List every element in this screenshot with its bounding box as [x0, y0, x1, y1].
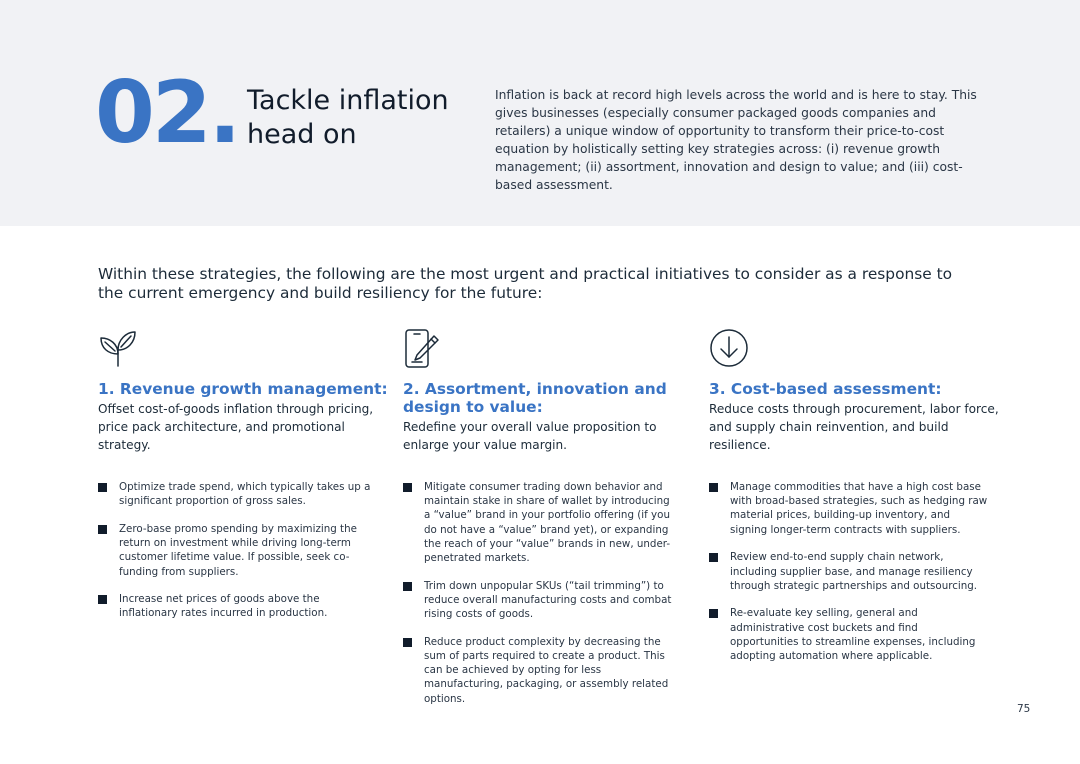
list-item: Review end-to-end supply chain network, … — [709, 550, 989, 593]
bullet-square-icon — [403, 581, 412, 591]
section-number: 02. — [95, 63, 241, 163]
page-number: 75 — [1017, 703, 1031, 715]
section-description: Inflation is back at record high levels … — [495, 88, 977, 192]
list-item: Reduce product complexity by decreasing … — [403, 635, 675, 706]
bullet-square-icon — [98, 524, 107, 534]
plant-sprout-icon — [100, 331, 136, 367]
bullet-square-icon — [403, 483, 412, 492]
column-title: 3. Cost-based assessment: — [709, 380, 942, 398]
list-item: Trim down unpopular SKUs (“tail trimming… — [403, 579, 675, 622]
bullet-square-icon — [98, 595, 107, 605]
list-item: Re-evaluate key selling, general and adm… — [709, 606, 989, 663]
bullet-square-icon — [98, 483, 107, 492]
bullet-square-icon — [709, 483, 718, 492]
list-item: Zero-base promo spending by maximizing t… — [98, 522, 378, 579]
column-subtitle: Redefine your overall value proposition … — [403, 420, 657, 452]
bullet-list-cost: Manage commodities that have a high cost… — [709, 480, 989, 677]
column-assortment-innovation: 2. Assortment, innovation and design to … — [403, 328, 688, 454]
column-subtitle: Reduce costs through procurement, labor … — [709, 402, 999, 452]
section-title: Tackle inflation head on — [247, 85, 449, 150]
column-title: 2. Assortment, innovation and design to … — [403, 380, 667, 416]
bullet-list-revenue: Optimize trade spend, which typically ta… — [98, 480, 378, 634]
intro-paragraph: Within these strategies, the following a… — [98, 265, 953, 302]
column-title: 1. Revenue growth management: — [98, 380, 388, 398]
bullet-square-icon — [709, 609, 718, 619]
bullet-square-icon — [403, 637, 412, 647]
column-revenue-growth: 1. Revenue growth management: Offset cos… — [98, 328, 398, 454]
column-cost-based: 3. Cost-based assessment: Reduce costs t… — [709, 328, 1009, 454]
hero-banner: 02. Tackle inflation head on Inflation i… — [0, 0, 1080, 226]
list-item: Optimize trade spend, which typically ta… — [98, 480, 378, 508]
column-subtitle: Offset cost-of-goods inflation through p… — [98, 402, 374, 452]
arrow-down-circle-icon — [710, 329, 748, 367]
list-item: Mitigate consumer trading down behavior … — [403, 480, 675, 565]
bullet-square-icon — [709, 553, 718, 563]
list-item: Increase net prices of goods above the i… — [98, 592, 378, 620]
bullet-list-assortment: Mitigate consumer trading down behavior … — [403, 480, 675, 719]
list-item: Manage commodities that have a high cost… — [709, 480, 989, 537]
phone-pencil-icon — [405, 329, 439, 368]
